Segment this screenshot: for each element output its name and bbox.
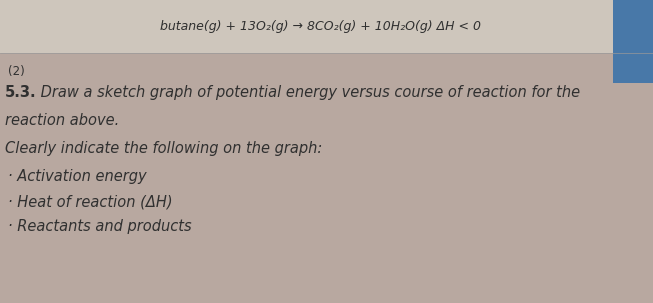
Text: Clearly indicate the following on the graph:: Clearly indicate the following on the gr… xyxy=(5,141,322,156)
Text: · Activation energy: · Activation energy xyxy=(8,169,147,184)
Bar xyxy=(613,0,653,83)
Text: Draw a sketch graph of potential energy versus course of reaction for the: Draw a sketch graph of potential energy … xyxy=(36,85,580,100)
Bar xyxy=(0,0,653,53)
Text: · Reactants and products: · Reactants and products xyxy=(8,219,191,234)
Text: 5.3.: 5.3. xyxy=(5,85,37,100)
Text: (2): (2) xyxy=(8,65,25,78)
Text: reaction above.: reaction above. xyxy=(5,113,119,128)
Text: butane(g) + 13O₂(g) → 8CO₂(g) + 10H₂O(g) ΔH < 0: butane(g) + 13O₂(g) → 8CO₂(g) + 10H₂O(g)… xyxy=(159,20,481,33)
Text: · Heat of reaction (ΔH): · Heat of reaction (ΔH) xyxy=(8,194,172,209)
